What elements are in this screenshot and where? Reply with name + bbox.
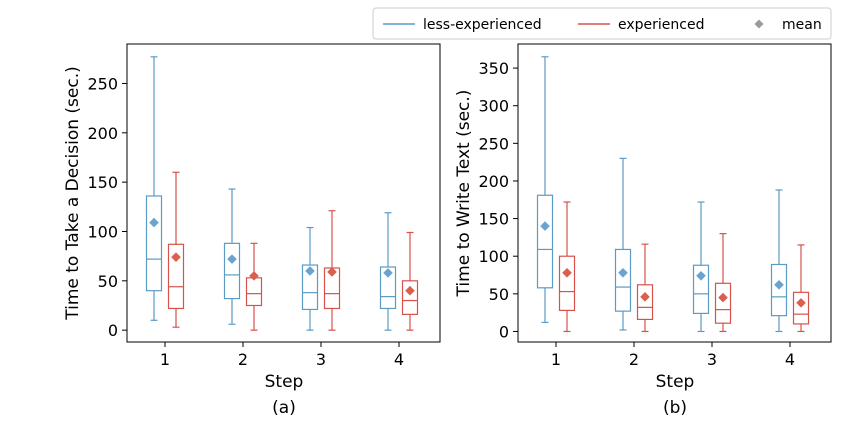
x-tick-label: 2: [629, 350, 639, 369]
mean-diamond: [640, 292, 650, 302]
chart-panel-b: 0 50 100 150 200 250 300 350 1 2 3 4 Time to Write…: [454, 43, 832, 418]
mean-diamond: [774, 280, 784, 290]
box-experienced-step-2: [245, 242, 263, 331]
y-ticks-b: 0 50 100 150 200 250 300 350: [478, 59, 518, 341]
plot-frame-b: [517, 43, 832, 343]
iqr-box: [636, 284, 654, 321]
mean-diamond: [305, 266, 315, 276]
iqr-box: [379, 266, 397, 310]
mean-diamond: [171, 252, 181, 262]
x-ticks-b: 1 2 3 4: [551, 342, 795, 369]
y-tick-label: 300: [478, 97, 509, 116]
box-less-experienced-step-3: [301, 226, 319, 331]
x-tick-label: 3: [316, 350, 326, 369]
mean-diamond: [249, 271, 259, 281]
mean-diamond: [540, 221, 550, 231]
iqr-box: [401, 280, 419, 315]
y-tick-label: 350: [478, 59, 509, 78]
iqr-box: [770, 263, 788, 317]
mean-diamond: [562, 267, 572, 278]
x-tick-label: 1: [551, 350, 561, 369]
mean-diamond: [696, 270, 706, 281]
legend-item-mean: mean: [754, 17, 822, 33]
mean-diamond: [149, 217, 159, 228]
y-tick-label: 100: [478, 247, 509, 266]
y-tick-label: 250: [478, 134, 509, 153]
mean-diamond: [796, 298, 806, 308]
box-less-experienced-step-4: [379, 212, 397, 331]
mean-diamond: [227, 254, 237, 264]
box-experienced-step-3: [323, 210, 341, 331]
iqr-box: [167, 243, 185, 310]
iqr-box: [536, 194, 554, 289]
x-tick-label: 3: [707, 350, 717, 369]
mean-diamond: [718, 292, 728, 303]
box-less-experienced-step-2: [223, 188, 241, 325]
x-tick-label: 4: [394, 350, 404, 369]
legend-item-less-experienced: less-experienced: [383, 17, 542, 33]
x-ticks-a: 1 2 3 4: [160, 342, 404, 369]
box-experienced-step-3: [714, 233, 732, 333]
iqr-box: [223, 242, 241, 300]
legend-label-experienced: experienced: [618, 17, 704, 33]
plot-marks-a: [145, 56, 419, 331]
mean-diamond: [327, 267, 337, 277]
y-ticks-a: 0 50 100 150 200 250: [87, 74, 127, 340]
y-tick-label: 250: [87, 74, 118, 93]
y-tick-label: 150: [478, 210, 509, 229]
box-less-experienced-step-2: [614, 157, 632, 331]
x-tick-label: 2: [238, 350, 248, 369]
mean-diamond: [405, 285, 415, 296]
legend-label-less-experienced: less-experienced: [423, 17, 542, 33]
y-axis-label-a: Time to Take a Decision (sec.): [63, 66, 83, 321]
iqr-box: [692, 264, 710, 315]
y-tick-label: 50: [489, 285, 509, 304]
y-tick-label: 50: [98, 272, 118, 291]
plot-frame-a: [126, 43, 441, 343]
iqr-box: [301, 264, 319, 311]
legend-mean-diamond-icon: [754, 19, 764, 29]
x-tick-label: 1: [160, 350, 170, 369]
legend: less-experienced experienced mean: [372, 7, 832, 40]
box-less-experienced-step-3: [692, 201, 710, 333]
iqr-box: [245, 277, 263, 307]
x-axis-label-a: Step: [265, 372, 304, 392]
panel-caption-a: (a): [272, 398, 296, 418]
box-experienced-step-4: [792, 244, 810, 333]
x-axis-label-b: Step: [656, 372, 695, 392]
x-tick-label: 4: [785, 350, 795, 369]
plot-marks-b: [536, 56, 810, 333]
box-less-experienced-step-4: [770, 189, 788, 333]
y-axis-label-b: Time to Write Text (sec.): [454, 90, 474, 298]
mean-diamond: [383, 268, 393, 278]
chart-panel-a: 0 50 100 150 200 250 1 2 3 4 Time to Take a Deci…: [63, 43, 441, 418]
legend-label-mean: mean: [782, 17, 822, 33]
y-tick-label: 0: [499, 322, 509, 341]
y-tick-label: 150: [87, 173, 118, 192]
iqr-box: [558, 255, 576, 311]
iqr-box: [145, 195, 163, 292]
y-tick-label: 0: [108, 321, 118, 340]
legend-item-experienced: experienced: [578, 17, 704, 33]
box-experienced-step-2: [636, 243, 654, 333]
iqr-box: [614, 248, 632, 312]
iqr-box: [792, 291, 810, 325]
panel-caption-b: (b): [663, 398, 687, 418]
y-tick-label: 200: [87, 124, 118, 143]
box-experienced-step-4: [401, 231, 419, 331]
mean-diamond: [618, 267, 628, 278]
box-experienced-step-1: [558, 201, 576, 333]
y-tick-label: 200: [478, 172, 509, 191]
box-less-experienced-step-1: [536, 56, 554, 324]
iqr-box: [714, 282, 732, 324]
box-experienced-step-1: [167, 171, 185, 328]
y-tick-label: 100: [87, 222, 118, 241]
box-less-experienced-step-1: [145, 56, 163, 321]
